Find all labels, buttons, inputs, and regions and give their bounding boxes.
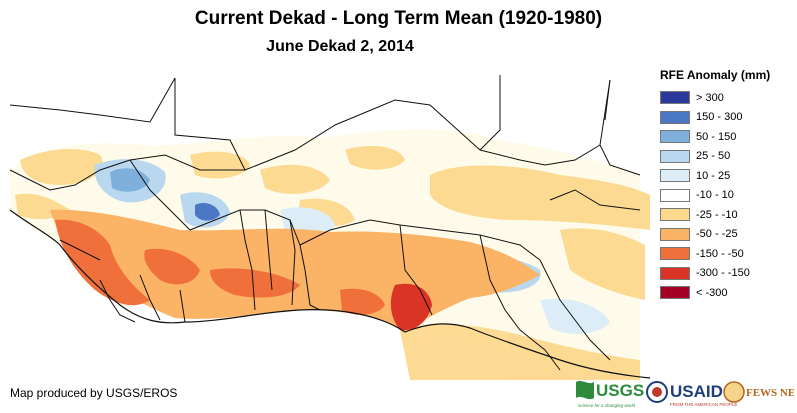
legend-label: -50 - -25	[696, 228, 738, 241]
legend-swatch	[660, 91, 690, 105]
map-subtitle: June Dekad 2, 2014	[266, 38, 414, 55]
legend-item: 50 - 150	[660, 127, 797, 147]
legend-item: > 300	[660, 88, 797, 108]
legend-item: -50 - -25	[660, 225, 797, 245]
legend-label: 150 - 300	[696, 111, 743, 124]
deficit-areas	[50, 209, 540, 332]
legend-label: -150 - -50	[696, 247, 744, 260]
legend-items: > 300 150 - 300 50 - 150 25 - 50 10 - 25 -10 …	[660, 88, 797, 303]
map-title: Current Dekad - Long Term Mean (1920-198…	[194, 8, 603, 29]
fewsnet-logo: FEWS NET	[723, 381, 794, 403]
legend-item: < -300	[660, 283, 797, 303]
legend-swatch	[660, 286, 690, 300]
gulf-of-guinea	[150, 311, 400, 380]
map-credit: Map produced by USGS/EROS	[10, 386, 178, 400]
usaid-tagline: FROM THE AMERICAN PEOPLE	[670, 402, 737, 407]
legend-item: -25 - -10	[660, 205, 797, 225]
legend-swatch	[660, 130, 690, 144]
legend-label: 10 - 25	[696, 169, 731, 182]
partner-logos: USGS science for a changing world USAID …	[576, 380, 794, 408]
legend-swatch	[660, 169, 690, 183]
anomaly-map	[9, 75, 651, 380]
usgs-logo: USGS science for a changing world	[576, 380, 644, 408]
legend-item: 10 - 25	[660, 166, 797, 186]
coastline	[9, 209, 651, 379]
legend-swatch	[660, 188, 690, 202]
usaid-seal-icon	[646, 381, 668, 403]
legend-item: 25 - 50	[660, 147, 797, 167]
usaid-logo-text: USAID	[670, 382, 723, 401]
legend-swatch	[660, 227, 690, 241]
usaid-logo: USAID FROM THE AMERICAN PEOPLE	[670, 382, 737, 407]
legend-label: -300 - -150	[696, 267, 750, 280]
legend-label: 25 - 50	[696, 150, 731, 163]
legend-label: < -300	[696, 286, 728, 299]
legend-label: 50 - 150	[696, 130, 737, 143]
legend-item: -10 - 10	[660, 186, 797, 206]
fewsnet-logo-text: FEWS NET	[746, 387, 794, 399]
legend-label: -10 - 10	[696, 189, 734, 202]
legend-label: -25 - -10	[696, 208, 738, 221]
legend-swatch	[660, 110, 690, 124]
legend-swatch	[660, 266, 690, 280]
legend-label: > 300	[696, 91, 724, 104]
legend-swatch	[660, 208, 690, 222]
usgs-tagline: science for a changing world	[578, 403, 636, 408]
legend-item: 150 - 300	[660, 108, 797, 128]
legend: RFE Anomaly (mm) > 300 150 - 300 50 - 150 2…	[660, 68, 797, 303]
usgs-logo-text: USGS	[596, 381, 644, 400]
legend-item: -300 - -150	[660, 264, 797, 284]
country-borders	[9, 75, 641, 371]
legend-swatch	[660, 247, 690, 261]
legend-swatch	[660, 149, 690, 163]
legend-item: -150 - -50	[660, 244, 797, 264]
legend-title: RFE Anomaly (mm)	[660, 68, 771, 82]
